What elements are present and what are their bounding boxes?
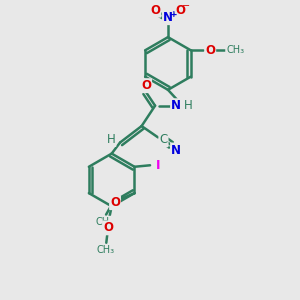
Text: O: O (176, 4, 185, 17)
Text: O: O (205, 44, 215, 57)
Text: N: N (171, 143, 181, 157)
Text: −: − (182, 1, 190, 11)
Text: O: O (103, 221, 113, 234)
Text: CH₃: CH₃ (226, 45, 244, 55)
Text: +: + (169, 10, 177, 19)
Text: O: O (110, 196, 120, 209)
Text: N: N (163, 11, 173, 24)
Text: C: C (159, 133, 168, 146)
Text: O: O (141, 79, 151, 92)
Text: O: O (150, 4, 161, 17)
Text: N: N (171, 99, 181, 112)
Text: CH₃: CH₃ (95, 217, 114, 226)
Text: H: H (184, 99, 192, 112)
Text: H: H (107, 133, 116, 146)
Text: I: I (156, 159, 160, 172)
Text: CH₃: CH₃ (96, 245, 114, 255)
